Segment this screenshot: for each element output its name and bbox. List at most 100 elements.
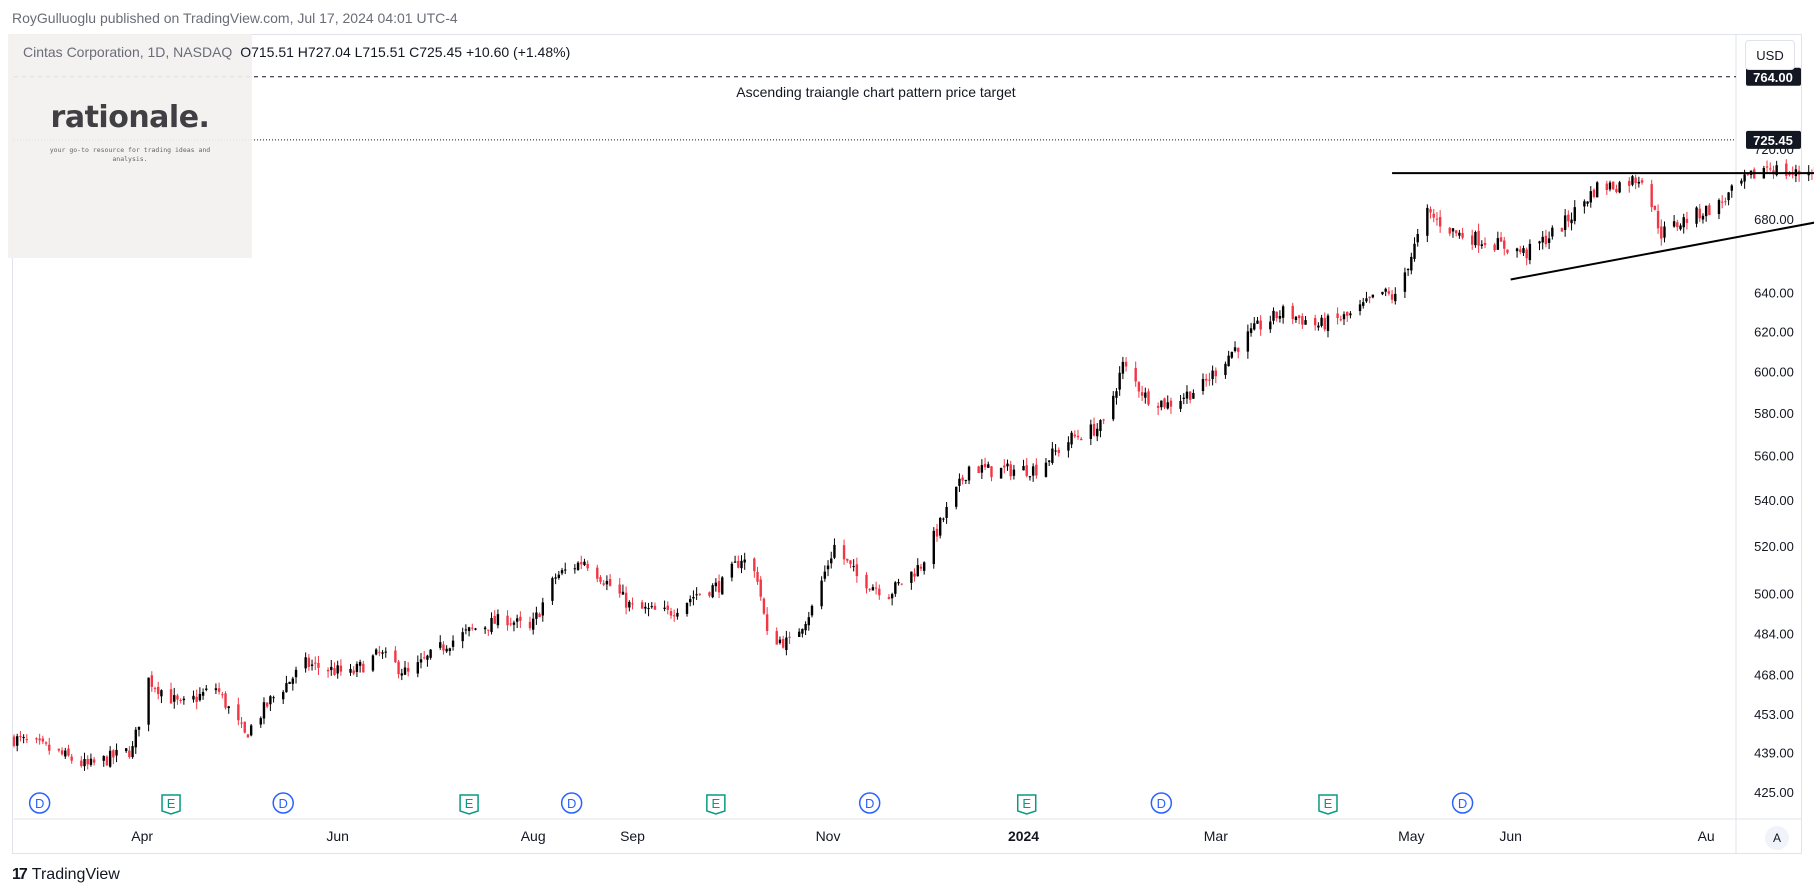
- candle-body: [1070, 432, 1073, 445]
- candle-body: [237, 704, 240, 721]
- symbol-title[interactable]: Cintas Corporation, 1D, NASDAQ: [23, 44, 233, 60]
- candle-body: [689, 599, 692, 603]
- candle-body: [717, 581, 721, 593]
- candle-body: [894, 582, 897, 594]
- candle-body: [358, 661, 362, 666]
- candle-body: [708, 592, 711, 596]
- candle-body: [967, 466, 971, 481]
- candle-body: [22, 736, 25, 739]
- candle-body: [294, 669, 298, 678]
- candle-body: [105, 756, 109, 766]
- candle-body: [698, 593, 702, 595]
- candle-body: [519, 616, 522, 621]
- candle-body: [285, 683, 288, 693]
- candle-body: [1698, 208, 1701, 219]
- candle-body: [157, 686, 160, 695]
- candle-body: [765, 614, 769, 631]
- candle-body: [1089, 424, 1093, 439]
- candle-body: [1134, 367, 1137, 382]
- price-tick-label: 453.00: [1754, 707, 1794, 722]
- candle-body: [602, 583, 605, 585]
- earnings-marker-label: E: [465, 796, 474, 811]
- candle-body: [314, 662, 317, 664]
- candle-body: [19, 736, 22, 738]
- candle-body: [1429, 209, 1432, 213]
- candle-body: [743, 559, 746, 563]
- candle-body: [240, 722, 243, 724]
- candle-body: [201, 692, 205, 696]
- candle-body: [1294, 316, 1298, 320]
- candle-body: [48, 744, 51, 751]
- candle-body: [1188, 391, 1192, 400]
- candle-body: [1567, 214, 1570, 222]
- candle-body: [580, 562, 583, 565]
- candle-body: [618, 584, 621, 594]
- candle-body: [1047, 460, 1051, 462]
- candle-body: [1570, 219, 1573, 224]
- candle-body: [1227, 355, 1230, 367]
- time-tick-label: Aug: [521, 828, 546, 844]
- candle-body: [483, 627, 487, 630]
- candle-body: [1496, 238, 1500, 250]
- candles-group: [12, 159, 1814, 771]
- auto-scale-button[interactable]: A: [1765, 826, 1789, 850]
- candle-body: [374, 649, 378, 655]
- candle-body: [987, 464, 990, 468]
- candle-body: [1634, 177, 1637, 184]
- candle-body: [1160, 400, 1163, 408]
- candle-body: [1291, 305, 1294, 320]
- candle-body: [182, 698, 186, 701]
- candle-body: [528, 621, 532, 629]
- candle-body: [474, 628, 477, 630]
- candle-body: [423, 657, 426, 659]
- candle-body: [1541, 236, 1544, 243]
- candle-body: [576, 562, 580, 570]
- candle-body: [676, 612, 679, 617]
- currency-button[interactable]: USD: [1745, 40, 1795, 70]
- candle-body: [506, 615, 509, 626]
- candle-body: [464, 629, 468, 631]
- candle-body: [1503, 240, 1506, 249]
- candle-body: [192, 695, 195, 700]
- candle-body: [137, 726, 141, 730]
- candle-body: [83, 759, 86, 767]
- earnings-marker-label: E: [1022, 796, 1031, 811]
- price-tick-label: 500.00: [1754, 587, 1794, 602]
- candle-body: [515, 618, 519, 622]
- candle-body: [980, 465, 984, 473]
- price-tick-label: 484.00: [1754, 626, 1794, 641]
- candle-body: [1769, 168, 1772, 170]
- candle-body: [1660, 226, 1663, 239]
- candle-body: [1301, 316, 1304, 325]
- candle-body: [1410, 256, 1413, 271]
- candle-body: [900, 583, 903, 585]
- footer-branding[interactable]: 17 TradingView: [12, 866, 120, 884]
- dividend-marker-label: D: [1458, 796, 1467, 811]
- candle-body: [801, 628, 804, 634]
- candle-body: [349, 668, 352, 673]
- candle-body: [1477, 230, 1480, 246]
- candle-body: [730, 563, 734, 578]
- candle-body: [583, 561, 586, 566]
- candle-body: [1628, 180, 1631, 186]
- candle-body: [496, 614, 500, 626]
- candle-body: [1416, 234, 1419, 243]
- earnings-marker-icon: [1318, 794, 1338, 815]
- candle-body: [1224, 363, 1227, 376]
- candle-body: [721, 577, 724, 595]
- candle-body: [259, 718, 262, 725]
- time-tick-label: Mar: [1204, 828, 1228, 844]
- candle-body: [1717, 200, 1721, 215]
- candle-body: [1650, 184, 1653, 208]
- candle-body: [1730, 185, 1733, 191]
- candle-body: [596, 567, 599, 579]
- candle-body: [1012, 469, 1016, 476]
- candle-body: [1413, 243, 1416, 259]
- candle-body: [1118, 372, 1121, 390]
- dividend-marker-icon: [560, 792, 583, 814]
- candle-body: [1185, 391, 1189, 399]
- candle-body: [557, 574, 561, 578]
- candle-body: [326, 669, 330, 672]
- candle-body: [1615, 188, 1618, 193]
